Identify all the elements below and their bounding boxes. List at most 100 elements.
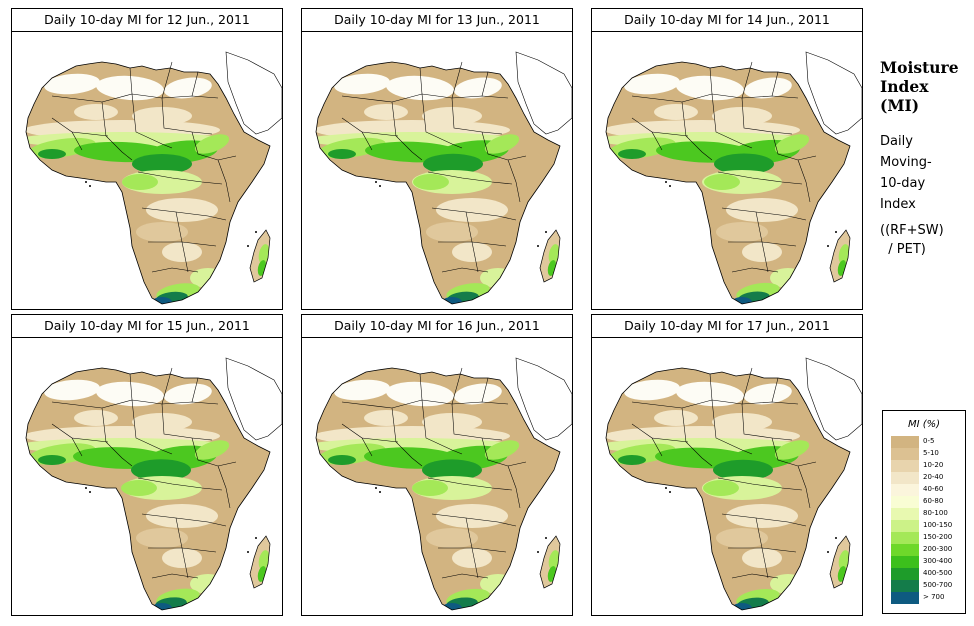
legend-swatch bbox=[891, 556, 919, 568]
congo-basin bbox=[413, 174, 449, 190]
country-border bbox=[51, 93, 219, 103]
congo-basin bbox=[121, 480, 157, 496]
arabia-outline bbox=[225, 51, 282, 135]
madagascar-coastline bbox=[829, 535, 851, 589]
country-border bbox=[391, 407, 423, 467]
country-border bbox=[175, 211, 189, 273]
sahara-dry-patch bbox=[334, 73, 390, 95]
central-dry bbox=[136, 528, 188, 548]
legend-label: 80-100 bbox=[923, 509, 948, 517]
legend-item: 200-300 bbox=[891, 544, 963, 556]
legend-swatch bbox=[891, 568, 919, 580]
legend-label: 300-400 bbox=[923, 557, 953, 565]
legend-label: 0-5 bbox=[923, 437, 935, 445]
sahara-dry-patch bbox=[676, 75, 744, 101]
description-line: Daily bbox=[880, 134, 913, 149]
wet-belt bbox=[132, 154, 192, 174]
legend-swatch bbox=[891, 472, 919, 484]
central-dry bbox=[146, 504, 218, 528]
country-border bbox=[101, 407, 133, 467]
legend-label: 60-80 bbox=[923, 497, 944, 505]
country-border bbox=[755, 517, 769, 579]
legend-label: 40-60 bbox=[923, 485, 944, 493]
congo-basin bbox=[703, 480, 739, 496]
sahara-dry-patch bbox=[364, 104, 408, 120]
cape-wet bbox=[732, 297, 752, 304]
country-border bbox=[681, 407, 713, 467]
country-border bbox=[341, 117, 399, 151]
island-dot bbox=[85, 181, 87, 183]
island-dot bbox=[255, 537, 257, 539]
country-border bbox=[427, 171, 513, 185]
wet-belt bbox=[774, 440, 810, 460]
island-dot bbox=[669, 491, 671, 493]
legend-item: 80-100 bbox=[891, 508, 963, 520]
island-dot bbox=[835, 231, 837, 233]
legend-item: 500-700 bbox=[891, 580, 963, 592]
legend-label: 10-20 bbox=[923, 461, 944, 469]
index-title-line: Moisture bbox=[880, 58, 959, 77]
sahara-dry-patch bbox=[364, 410, 408, 426]
sahara-dry-patch bbox=[44, 73, 100, 95]
sahara-dry-patch bbox=[454, 383, 502, 405]
cape-wet bbox=[152, 297, 172, 304]
index-title-line: Index bbox=[880, 77, 929, 96]
cape-wet bbox=[152, 603, 172, 610]
legend-swatch bbox=[891, 520, 919, 532]
index-description: Daily Moving- 10-day Index bbox=[880, 131, 970, 215]
east-coast-wet bbox=[520, 546, 528, 558]
island-dot bbox=[835, 537, 837, 539]
arabia-outline bbox=[515, 357, 572, 441]
legend-title: MI (%) bbox=[907, 419, 941, 430]
country-border bbox=[175, 517, 189, 579]
madagascar-coastline bbox=[249, 535, 271, 589]
central-dry bbox=[136, 222, 188, 242]
sahara-dry-patch bbox=[386, 381, 454, 407]
moisture-field bbox=[316, 379, 560, 610]
legend-swatch bbox=[891, 484, 919, 496]
island-dot bbox=[665, 487, 667, 489]
map-panel-5: Daily 10-day MI for 16 Jun., 2011 bbox=[301, 314, 573, 616]
country-border bbox=[341, 423, 399, 457]
country-border bbox=[51, 423, 109, 457]
panel-title: Daily 10-day MI for 17 Jun., 2011 bbox=[591, 314, 863, 338]
legend-swatch bbox=[891, 496, 919, 508]
country-border bbox=[709, 61, 779, 99]
wet-belt bbox=[484, 134, 520, 154]
country-border bbox=[717, 477, 803, 491]
island-dot bbox=[85, 487, 87, 489]
island-dot bbox=[545, 537, 547, 539]
island-dot bbox=[827, 551, 829, 553]
legend-item: 60-80 bbox=[891, 496, 963, 508]
southern-moist bbox=[162, 242, 202, 262]
island-dot bbox=[89, 185, 91, 187]
country-border bbox=[191, 131, 237, 161]
legend-label: 200-300 bbox=[923, 545, 953, 553]
moisture-field bbox=[606, 73, 850, 304]
island-dot bbox=[537, 551, 539, 553]
country-border bbox=[51, 117, 109, 151]
sahara-dry-patch bbox=[676, 381, 744, 407]
country-border bbox=[631, 117, 689, 151]
country-border bbox=[771, 131, 817, 161]
legend-swatch bbox=[891, 460, 919, 472]
legend-item: 5-10 bbox=[891, 448, 963, 460]
legend-swatch bbox=[891, 532, 919, 544]
central-dry bbox=[436, 504, 508, 528]
country-border bbox=[507, 159, 521, 203]
country-border bbox=[217, 465, 231, 509]
sahara-dry-patch bbox=[654, 104, 698, 120]
legend-swatch bbox=[891, 508, 919, 520]
island-dot bbox=[827, 245, 829, 247]
wet-belt bbox=[618, 455, 646, 465]
wet-belt bbox=[38, 149, 66, 159]
country-border bbox=[631, 93, 799, 103]
island-dot bbox=[537, 245, 539, 247]
wet-belt bbox=[484, 440, 520, 460]
country-border bbox=[731, 573, 779, 579]
legend-item: 20-40 bbox=[891, 472, 963, 484]
country-border bbox=[421, 93, 463, 149]
africa-map bbox=[591, 337, 863, 616]
country-border bbox=[717, 171, 803, 185]
country-border bbox=[161, 403, 213, 441]
